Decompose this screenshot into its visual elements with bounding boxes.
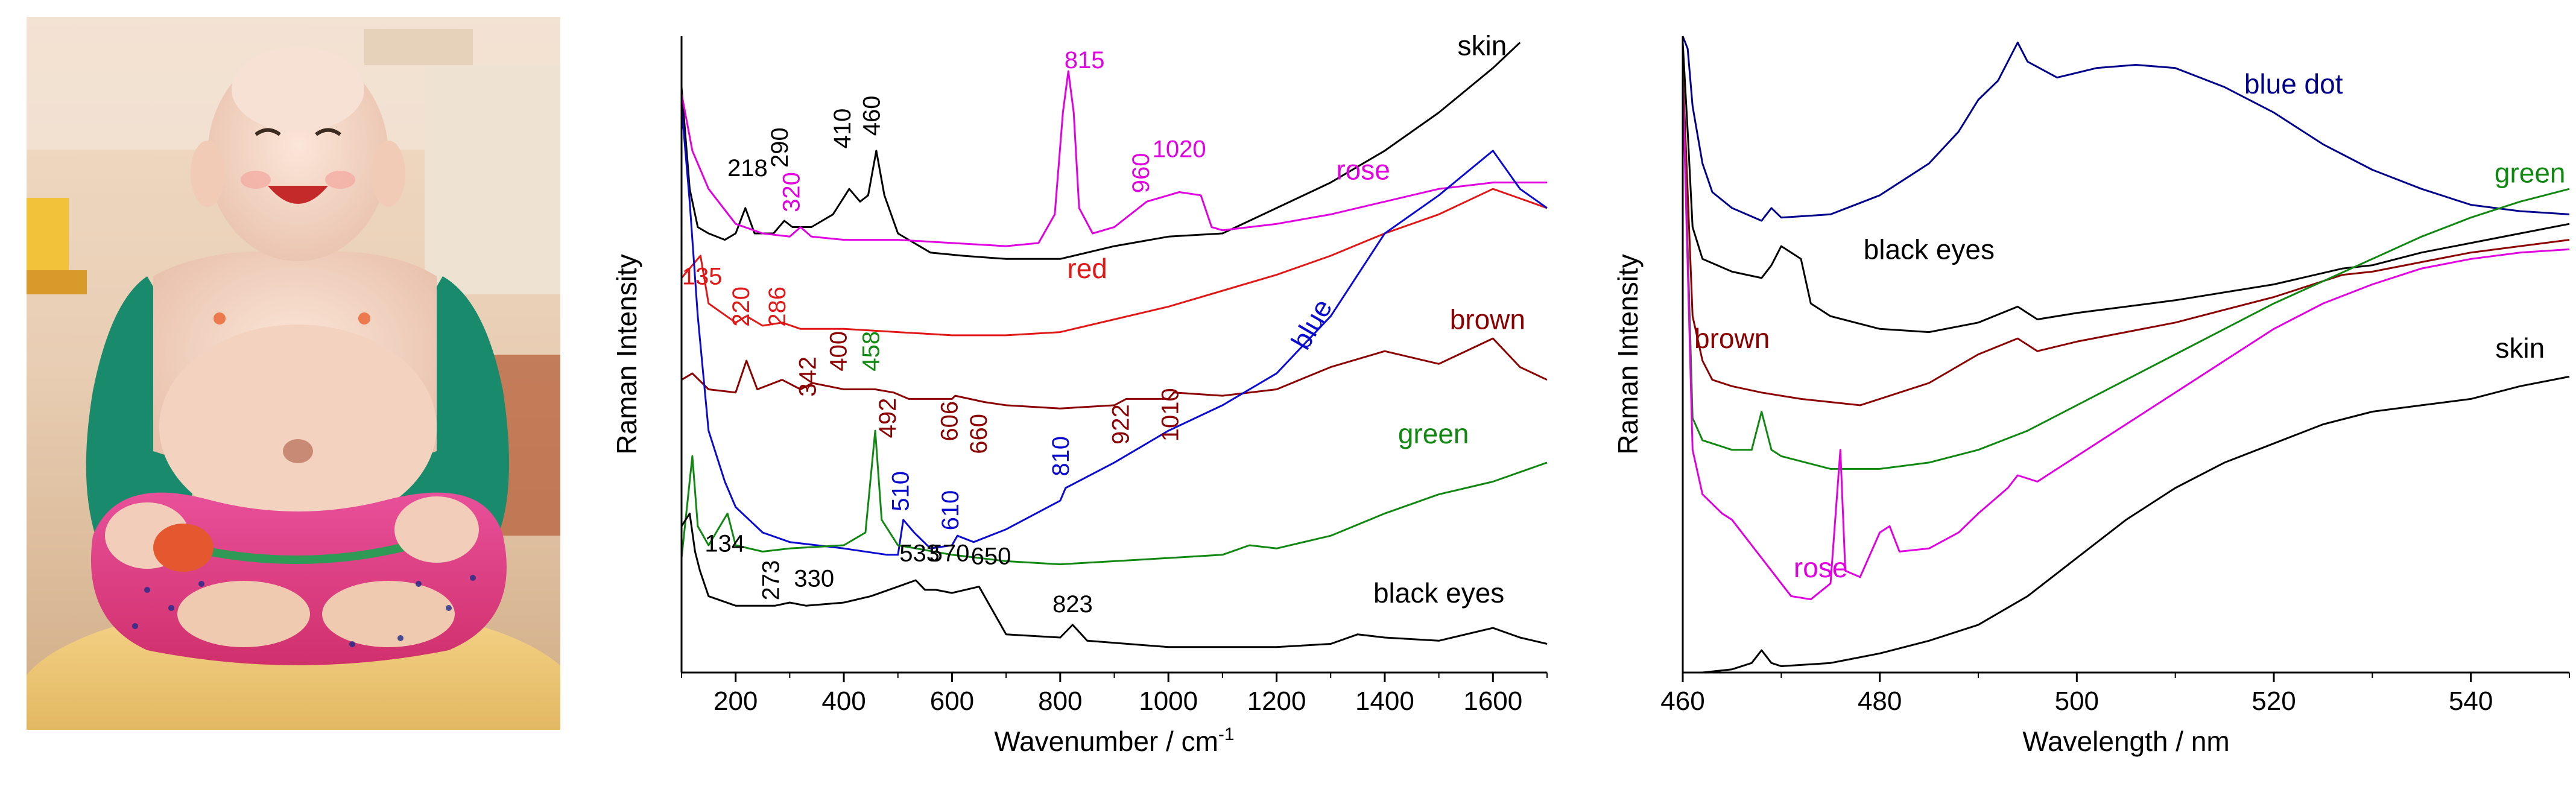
raman-x-tick-label: 200: [714, 686, 758, 716]
raman-series-label-brown: brown: [1450, 303, 1525, 335]
raman-peak-label: 960: [1128, 153, 1154, 193]
raman-series-label-skin: skin: [1457, 30, 1507, 62]
raman-peak-label: 400: [826, 331, 852, 372]
raman-series-brown: [681, 337, 1548, 410]
raman-x-tick-label: 400: [821, 686, 866, 716]
pl-series-label-blue-dot: blue dot: [2244, 68, 2343, 100]
raman-x-tick-label: 1600: [1463, 686, 1522, 716]
raman-peak-label: 810: [1048, 436, 1074, 476]
raman-peak-label: 290: [767, 127, 793, 168]
figurine-photo: [27, 17, 560, 730]
raman-series-label-rose: rose: [1336, 154, 1390, 185]
raman-peak-label: 492: [875, 398, 901, 438]
raman-peak-label: 342: [794, 356, 821, 397]
raman-peak-label: 135: [682, 263, 723, 290]
raman-series-black-eyes: [680, 512, 1548, 648]
raman-peak-label: 660: [966, 414, 992, 454]
raman-peak-label: 570: [929, 540, 970, 566]
raman-series-blue: [680, 106, 1548, 556]
raman-peak-label: 1010: [1157, 388, 1183, 442]
pl-series-rose: [1682, 80, 2570, 601]
raman-peak-label: 610: [937, 490, 964, 531]
raman-peak-label: 134: [704, 531, 745, 557]
pl-series-label-green: green: [2495, 157, 2566, 189]
raman-peak-label: 320: [779, 172, 805, 212]
pl-series-green: [1682, 74, 2570, 470]
raman-series-label-green: green: [1398, 418, 1469, 449]
pl-x-tick-label: 520: [2252, 686, 2296, 716]
pl-x-tick-label: 460: [1660, 686, 1704, 716]
raman-x-tick-label: 600: [930, 686, 974, 716]
raman-peak-label: 458: [858, 331, 884, 372]
raman-peak-label: 330: [794, 566, 834, 592]
raman-peak-label: 815: [1065, 47, 1105, 74]
raman-peak-label: 218: [727, 155, 768, 182]
raman-labels-group: skin rose red brown blue green black eyes: [1067, 30, 1525, 609]
wavelength-series-group: [1682, 36, 2570, 674]
raman-x-tick-label: 800: [1038, 686, 1082, 716]
wavelength-y-axis-label: Raman Intensity: [1612, 254, 1644, 454]
raman-peak-label: 1020: [1153, 136, 1206, 162]
raman-series-group: [680, 42, 1548, 648]
raman-x-axis-label: Wavenumber / cm-1: [994, 724, 1234, 757]
pl-series-black-eyes: [1682, 42, 2570, 334]
pl-series-label-skin: skin: [2495, 332, 2545, 364]
raman-peak-label: 410: [829, 109, 856, 149]
raman-peak-label: 273: [758, 560, 784, 601]
pl-series-label-brown: brown: [1694, 323, 1770, 354]
pl-x-tick-label: 540: [2449, 686, 2493, 716]
raman-series-label-red: red: [1067, 253, 1107, 284]
raman-peak-label: 510: [888, 471, 914, 511]
pl-series-brown: [1682, 68, 2570, 407]
raman-peak-label: 460: [858, 95, 885, 136]
raman-chart: skin rose red brown blue green black eyes 218 2…: [603, 12, 1556, 796]
raman-y-axis-label: Raman Intensity: [611, 254, 642, 454]
pl-series-blue-dot: [1682, 36, 2570, 222]
raman-series-label-blue: blue: [1285, 294, 1338, 355]
wavelength-chart-svg: blue dot black eyes brown green rose skin 460…: [1612, 36, 2570, 757]
pl-x-tick-label: 480: [1858, 686, 1902, 716]
pl-series-label-black-eyes: black eyes: [1864, 233, 1995, 265]
raman-x-tick-label: 1400: [1355, 686, 1414, 716]
raman-peak-label: 220: [728, 287, 755, 327]
raman-peak-label: 606: [936, 401, 963, 442]
raman-peak-label: 286: [764, 287, 791, 327]
raman-x-tick-label: 1000: [1139, 686, 1198, 716]
pl-series-skin: [1683, 375, 2570, 674]
wavelength-ticks-group: 460 480 500 520 540: [1660, 673, 2570, 716]
pl-series-label-rose: rose: [1794, 552, 1847, 583]
wavelength-labels-group: blue dot black eyes brown green rose skin: [1694, 68, 2565, 583]
raman-peak-label: 650: [971, 543, 1011, 570]
raman-series-label-black-eyes: black eyes: [1373, 577, 1504, 609]
raman-ticks-group: 200 400 600 800 1000 1200 1400 1600: [681, 673, 1548, 716]
raman-series-red: [680, 188, 1548, 337]
raman-series-green: [680, 429, 1548, 566]
raman-peak-label: 533: [899, 540, 940, 566]
figurine-photo-icon: [27, 17, 560, 730]
raman-series-rose: [680, 70, 1547, 247]
pl-x-tick-label: 500: [2055, 686, 2099, 716]
wavelength-x-axis-label: Wavelength / nm: [2022, 726, 2229, 757]
raman-peak-label: 823: [1052, 591, 1093, 618]
raman-peak-label: 922: [1108, 404, 1135, 445]
wavelength-chart: blue dot black eyes brown green rose skin 460…: [1604, 12, 2576, 796]
raman-x-tick-label: 1200: [1247, 686, 1306, 716]
